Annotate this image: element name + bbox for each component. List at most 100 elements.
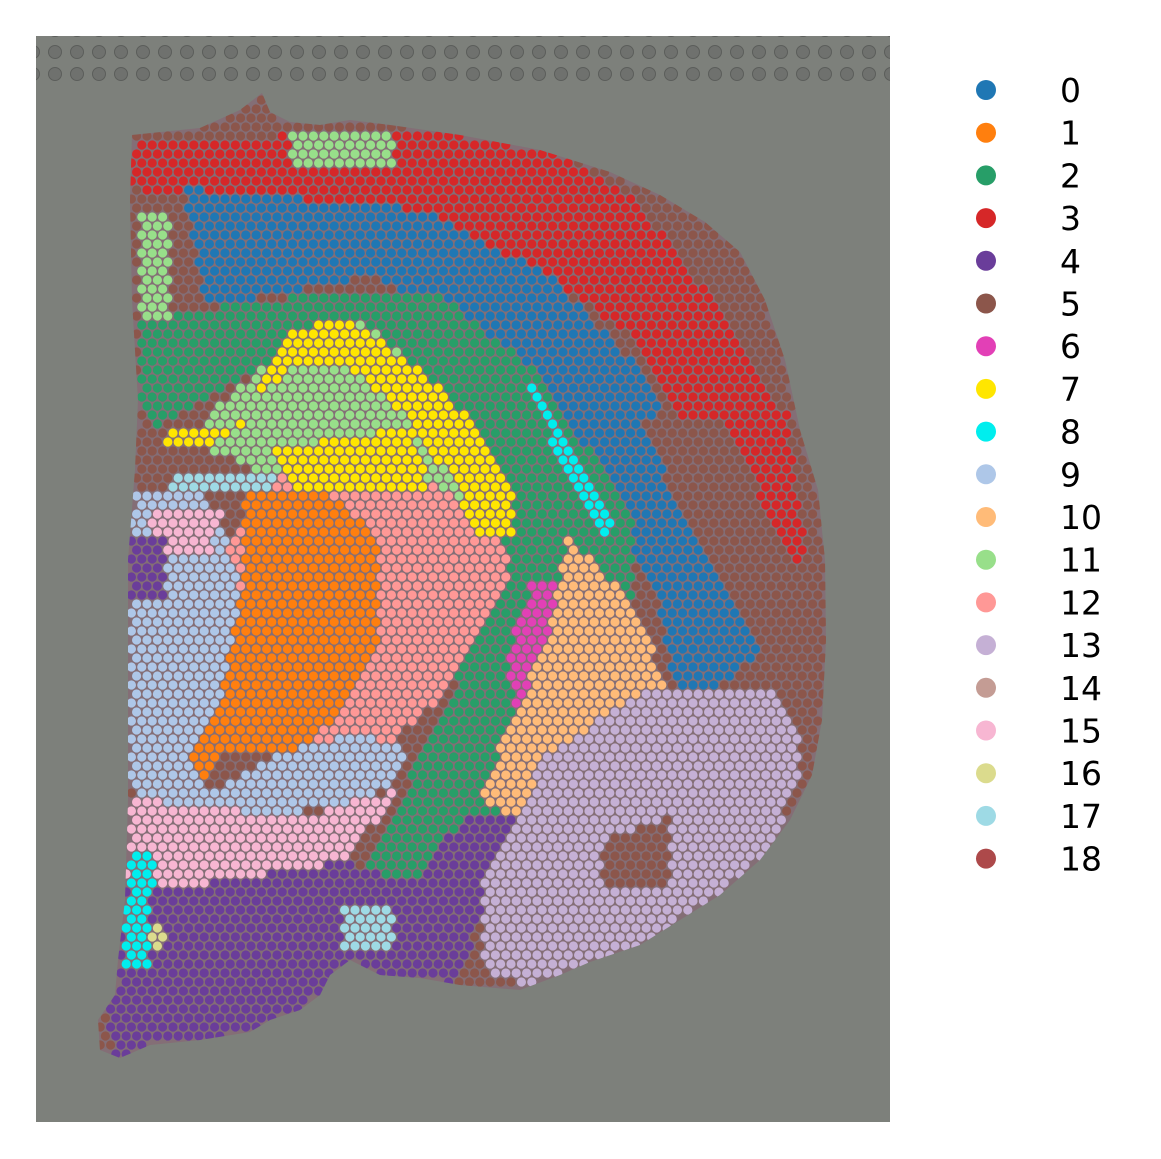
- spot-cluster-11: [366, 158, 376, 168]
- spot-cluster-15: [204, 509, 214, 519]
- spot-cluster-0: [537, 311, 547, 321]
- spot-cluster-5: [303, 806, 313, 816]
- spot-cluster-11: [147, 284, 157, 294]
- spot-cluster-17: [225, 473, 235, 483]
- spot-cluster-2: [496, 455, 506, 465]
- spot-cluster-17: [173, 473, 183, 483]
- spot-cluster-2: [428, 824, 438, 834]
- spot-cluster-2: [589, 455, 599, 465]
- spot-cluster-1: [308, 671, 318, 681]
- spot-cluster-0: [584, 410, 594, 420]
- spot-cluster-5: [787, 653, 797, 663]
- spot-cluster-0: [709, 572, 719, 582]
- spot-cluster-11: [246, 437, 256, 447]
- spot-cluster-13: [724, 689, 735, 699]
- spot-cluster-13: [761, 806, 771, 816]
- spot-cluster-4: [147, 536, 157, 546]
- spot-cluster-1: [334, 662, 344, 672]
- spot-cluster-10: [537, 743, 547, 753]
- spot-cluster-11: [376, 140, 386, 150]
- spot-cluster-7: [501, 482, 511, 492]
- spot-cluster-9: [355, 752, 365, 762]
- spot-cluster-2: [542, 428, 553, 438]
- spot-cluster-15: [314, 824, 324, 834]
- spot-cluster-3: [563, 194, 573, 204]
- spot-cluster-5: [761, 608, 771, 618]
- spot-cluster-3: [272, 140, 282, 150]
- spot-cluster-3: [303, 176, 313, 186]
- spot-cluster-2: [199, 392, 209, 402]
- spot-cluster-7: [314, 338, 324, 348]
- spot-cluster-5: [173, 293, 183, 303]
- spot-cluster-0: [693, 635, 703, 645]
- spot-cluster-2: [589, 545, 599, 555]
- spot-cluster-5: [178, 194, 188, 204]
- spot-cluster-4: [147, 554, 157, 564]
- spot-cluster-0: [314, 248, 324, 258]
- spot-cluster-9: [158, 626, 168, 636]
- spot-cluster-10: [537, 707, 547, 717]
- spot-cluster-3: [251, 140, 261, 150]
- spot-cluster-13: [558, 815, 568, 825]
- spot-cluster-0: [542, 320, 553, 330]
- spot-cluster-0: [345, 266, 355, 276]
- spot-cluster-13: [631, 761, 641, 771]
- spot-cluster-5: [740, 536, 750, 546]
- spot-cluster-10: [553, 644, 563, 654]
- spot-cluster-2: [225, 311, 235, 321]
- spot-cluster-7: [319, 455, 329, 465]
- spot-cluster-2: [506, 419, 516, 429]
- spot-cluster-13: [756, 779, 766, 789]
- spot-cluster-10: [594, 572, 605, 582]
- spot-cluster-6: [542, 626, 553, 636]
- spot-cluster-3: [792, 518, 802, 528]
- spot-cluster-13: [756, 689, 766, 699]
- spot-cluster-0: [516, 311, 527, 321]
- spot-cluster-1: [256, 725, 266, 735]
- spot-cluster-13: [745, 689, 755, 699]
- spot-cluster-3: [522, 212, 532, 222]
- spot-cluster-10: [548, 725, 558, 735]
- spot-cluster-2: [584, 464, 594, 474]
- spot-cluster-13: [657, 698, 667, 708]
- spot-cluster-13: [761, 734, 771, 744]
- spot-cluster-3: [756, 419, 766, 429]
- spot-cluster-15: [324, 806, 334, 816]
- spot-cluster-0: [563, 392, 573, 402]
- spot-cluster-5: [589, 311, 599, 321]
- spot-cluster-9: [204, 689, 214, 699]
- spot-cluster-1: [298, 581, 308, 591]
- spot-cluster-1: [241, 536, 251, 546]
- spot-cluster-12: [444, 527, 454, 537]
- spot-cluster-2: [522, 392, 532, 402]
- spot-cluster-3: [636, 338, 646, 348]
- spot-cluster-3: [745, 455, 755, 465]
- spot-cluster-8: [574, 482, 584, 492]
- spot-cluster-13: [605, 806, 615, 816]
- spot-cluster-3: [787, 491, 797, 501]
- spot-cluster-5: [771, 680, 781, 690]
- spot-cluster-12: [418, 644, 428, 654]
- spot-cluster-9: [168, 644, 178, 654]
- spot-cluster-2: [620, 527, 631, 537]
- spot-cluster-7: [282, 464, 292, 474]
- spot-cluster-12: [418, 590, 428, 600]
- spot-cluster-12: [381, 545, 391, 555]
- spot-cluster-5: [719, 446, 729, 456]
- spot-cluster-1: [189, 752, 199, 762]
- spot-cluster-2: [496, 617, 506, 627]
- spot-cluster-0: [553, 320, 563, 330]
- spot-cluster-7: [392, 383, 402, 393]
- spot-cluster-5: [782, 590, 792, 600]
- spot-cluster-13: [574, 806, 584, 816]
- spot-cluster-10: [594, 644, 605, 654]
- spot-cluster-3: [542, 212, 553, 222]
- spot-cluster-10: [558, 653, 568, 663]
- spot-cluster-13: [610, 779, 620, 789]
- spot-cluster-1: [256, 545, 266, 555]
- spot-cluster-3: [454, 149, 464, 159]
- spot-cluster-12: [236, 545, 246, 555]
- spot-cluster-1: [334, 626, 344, 636]
- spot-cluster-11: [303, 392, 313, 402]
- spot-cluster-13: [511, 842, 521, 852]
